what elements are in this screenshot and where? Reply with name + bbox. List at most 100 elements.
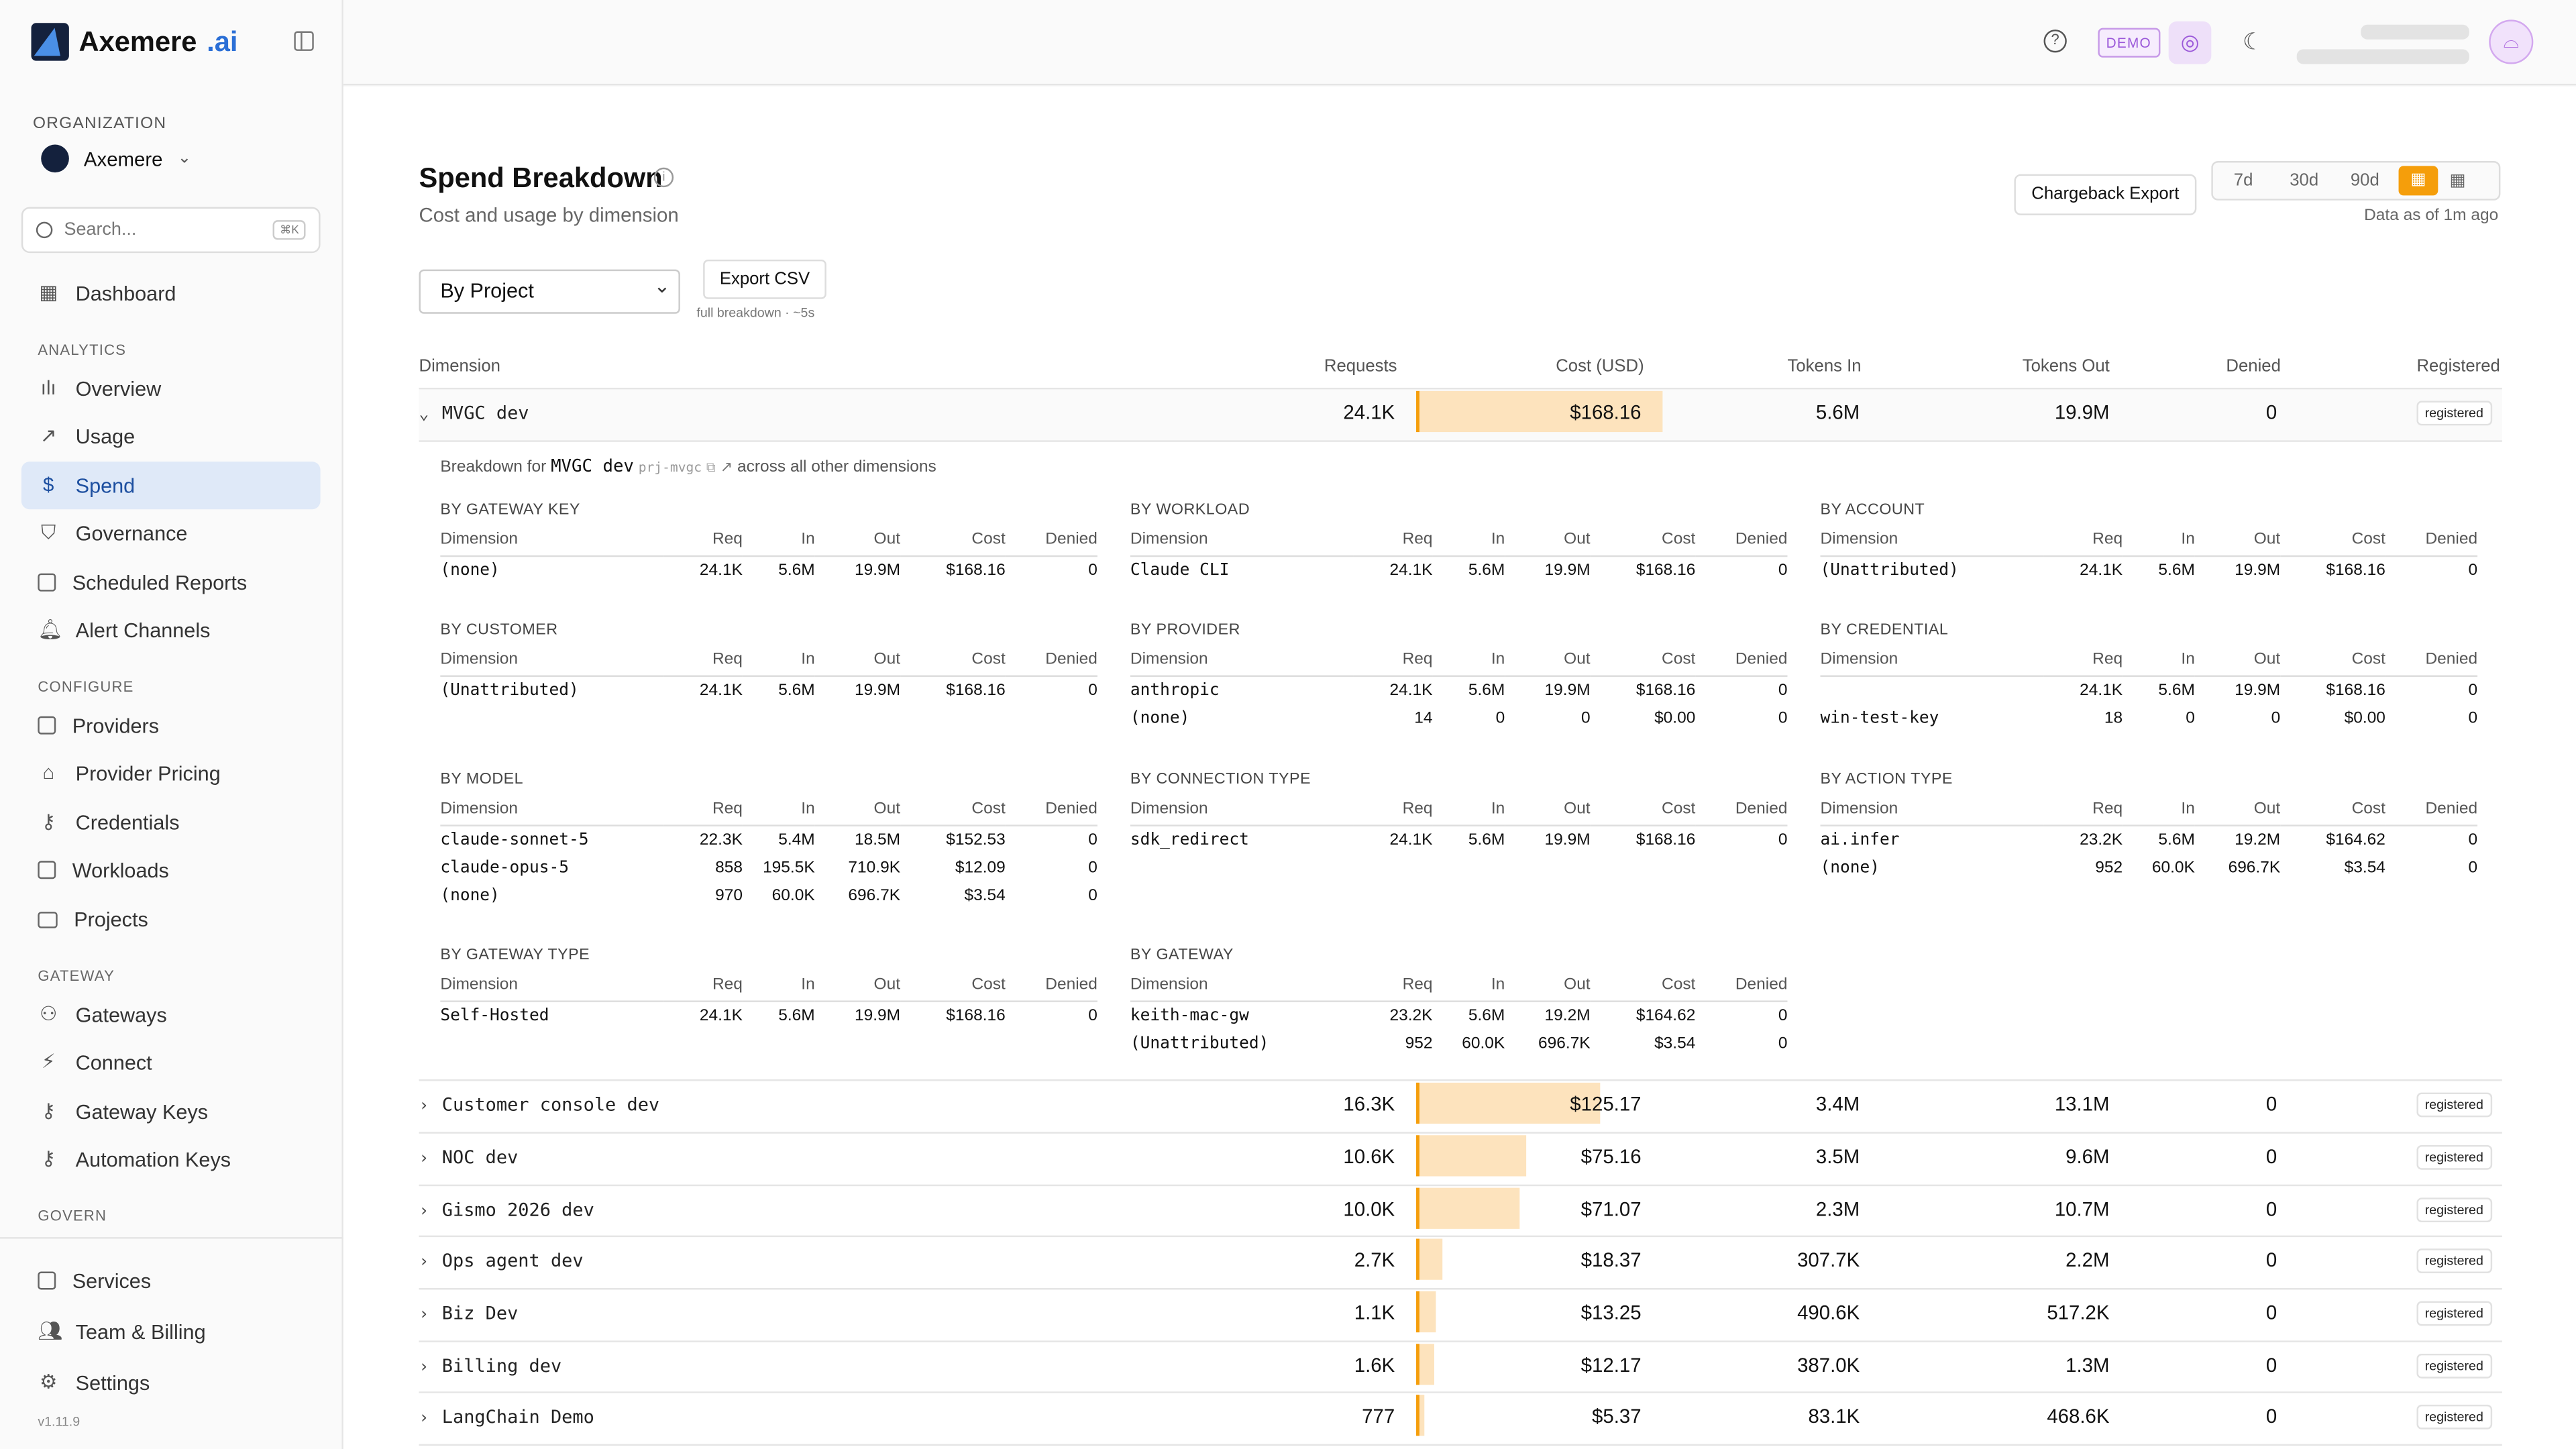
breakdown-cell: 0	[1495, 708, 1505, 727]
sidebar-item-workloads[interactable]: Workloads	[21, 846, 321, 894]
breakdown-cell: 952	[1405, 1034, 1433, 1053]
breakdown-cell: $168.16	[946, 681, 1006, 700]
range-90d[interactable]: 90d	[2350, 170, 2379, 191]
sidebar-item-spend[interactable]: $ Spend	[21, 462, 321, 510]
chevron-right-icon[interactable]: ›	[419, 1097, 429, 1116]
brand[interactable]: Axemere .ai	[31, 23, 237, 61]
table-row[interactable]: › Ops agent dev	[419, 1250, 583, 1272]
sidebar-item-team-billing[interactable]: 👥︎ Team & Billing	[21, 1307, 321, 1355]
breakdown-cell: 5.6M	[1468, 681, 1505, 700]
chevron-down-icon[interactable]: ⌄	[419, 405, 429, 424]
export-csv-button[interactable]: Export CSV	[703, 259, 826, 299]
col-tokens-in[interactable]: Tokens In	[1787, 356, 1862, 376]
group-by-select[interactable]: By Project	[419, 266, 680, 314]
sidebar-item-credentials[interactable]: ⚷ Credentials	[21, 798, 321, 846]
table-row[interactable]: › Gismo 2026 dev	[419, 1199, 594, 1221]
sidebar-item-gateways[interactable]: ⚇ Gateways	[21, 991, 321, 1038]
table-row[interactable]: › Customer console dev	[419, 1094, 659, 1116]
chevron-right-icon[interactable]: ›	[419, 1409, 429, 1428]
breakdown-col-header: Req	[2043, 531, 2123, 557]
col-tokens-out[interactable]: Tokens Out	[2022, 356, 2110, 376]
avatar[interactable]: ⌓	[2489, 19, 2534, 64]
table-row[interactable]: ⌄ MVGC dev	[419, 402, 529, 424]
row-denied: 0	[2265, 1248, 2277, 1272]
sidebar-item-alert-channels[interactable]: 🔔︎ Alert Channels	[21, 606, 321, 654]
col-registered[interactable]: Registered	[2416, 356, 2500, 376]
chevron-right-icon[interactable]: ›	[419, 1202, 429, 1221]
external-link-icon[interactable]: ↗	[720, 458, 733, 475]
breakdown-cell: 0	[1778, 830, 1788, 849]
breakdown-col-header: Out	[1505, 531, 1591, 557]
calendar-icon[interactable]: ▦	[2449, 170, 2466, 191]
col-cost[interactable]: Cost (USD)	[1556, 356, 1644, 376]
col-dimension[interactable]: Dimension	[419, 356, 500, 376]
breakdown-cell: $168.16	[1635, 681, 1696, 700]
breakdown-cell: claude-sonnet-5	[440, 830, 589, 849]
sidebar-item-usage[interactable]: ↗ Usage	[21, 413, 321, 460]
table-row[interactable]: › Billing dev	[419, 1355, 561, 1377]
breakdown-cell: keith-mac-gw	[1130, 1006, 1249, 1025]
sidebar-item-connect[interactable]: ⚡︎ Connect	[21, 1038, 321, 1086]
chevron-right-icon[interactable]: ›	[419, 1150, 429, 1169]
info-icon[interactable]: i	[653, 167, 674, 188]
copy-icon[interactable]: ⧉	[706, 460, 716, 475]
breakdown-card-title: BY ACCOUNT	[1820, 500, 1925, 519]
breakdown-cell: 5.4M	[778, 830, 815, 849]
row-tokens-in: 3.4M	[1815, 1092, 1860, 1116]
range-30d[interactable]: 30d	[2290, 170, 2319, 191]
help-icon[interactable]: ?	[2043, 30, 2067, 53]
demo-badge[interactable]: DEMO	[2098, 28, 2160, 58]
network-icon: ⚇	[40, 1002, 58, 1026]
sidebar-item-gateway-keys[interactable]: ⚷ Gateway Keys	[21, 1087, 321, 1135]
collapse-sidebar-icon[interactable]	[294, 31, 314, 51]
sidebar-item-providers[interactable]: Providers	[21, 702, 321, 749]
chevron-right-icon[interactable]: ›	[419, 1253, 429, 1272]
moon-icon[interactable]: ☾	[2242, 28, 2263, 54]
breakdown-cell: 195.5K	[763, 858, 815, 877]
table-row[interactable]: › Biz Dev	[419, 1303, 518, 1324]
breakdown-col-header: In	[2123, 650, 2195, 677]
breakdown-cell: 5.6M	[1468, 1006, 1505, 1025]
sidebar-item-projects[interactable]: Projects	[21, 896, 321, 943]
shield-icon: ⛉	[41, 521, 56, 544]
sidebar-item-dashboard[interactable]: ▦ Dashboard	[21, 270, 321, 317]
org-switcher[interactable]: Axemere ⌄	[41, 144, 191, 173]
row-divider	[419, 1444, 2502, 1446]
sidebar-item-services[interactable]: Services	[21, 1256, 321, 1304]
breakdown-col-header: In	[742, 531, 815, 557]
breakdown-col-header: In	[2123, 800, 2195, 826]
breakdown-col-header: Dimension	[1820, 650, 2044, 677]
breakdown-cell: 24.1K	[2080, 561, 2123, 580]
breakdown-col-header: In	[742, 650, 815, 677]
table-row[interactable]: › LangChain Demo	[419, 1406, 594, 1428]
breakdown-row: ai.infer 23.2K 5.6M 19.2M $164.62 0	[1820, 826, 2477, 854]
row-tokens-out: 468.6K	[2047, 1404, 2110, 1428]
sidebar-item-settings[interactable]: ⚙ Settings	[21, 1358, 321, 1406]
breakdown-col-header: In	[1432, 531, 1505, 557]
col-requests[interactable]: Requests	[1324, 356, 1397, 376]
breakdown-cell: 5.6M	[2158, 561, 2195, 580]
sidebar-item-governance[interactable]: ⛉ Governance	[21, 509, 321, 557]
col-denied[interactable]: Denied	[2226, 356, 2281, 376]
eye-off-icon[interactable]: ◎	[2168, 21, 2212, 64]
gateway-section-label: GATEWAY	[38, 967, 115, 984]
chevron-right-icon[interactable]: ›	[419, 1358, 429, 1377]
custom-range-calendar-icon[interactable]: ▦	[2398, 166, 2438, 196]
row-divider	[419, 1340, 2502, 1342]
breakdown-col-header: Req	[663, 650, 743, 677]
breakdown-col-header: Denied	[1005, 800, 1097, 826]
sidebar-item-automation-keys[interactable]: ⚷ Automation Keys	[21, 1135, 321, 1183]
sidebar-item-provider-pricing[interactable]: ⌂ Provider Pricing	[21, 749, 321, 797]
table-row[interactable]: › NOC dev	[419, 1146, 518, 1168]
sidebar: Axemere .ai ORGANIZATION Axemere ⌄ Searc…	[0, 0, 343, 1449]
chevron-right-icon[interactable]: ›	[419, 1305, 429, 1324]
chargeback-export-button[interactable]: Chargeback Export	[2014, 174, 2197, 215]
range-7d[interactable]: 7d	[2233, 170, 2253, 191]
search-input[interactable]: Search... ⌘K	[21, 207, 321, 254]
sidebar-item-scheduled-reports[interactable]: Scheduled Reports	[21, 559, 321, 606]
sidebar-item-overview[interactable]: ılı Overview	[21, 365, 321, 413]
breakdown-cell: sdk_redirect	[1130, 830, 1249, 849]
breakdown-col-header: Cost	[1590, 800, 1696, 826]
breakdown-cell: win-test-key	[1820, 708, 1939, 727]
breakdown-card: BY GATEWAY KEY Dimension Req In Out Cost Denie…	[440, 501, 1097, 584]
